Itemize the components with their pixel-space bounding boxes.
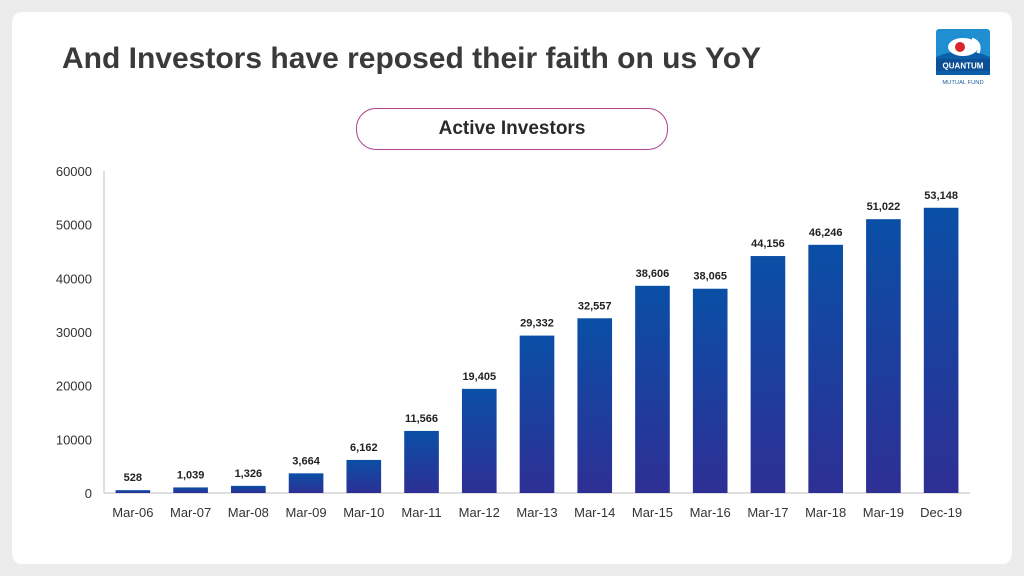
logo-name: QUANTUM: [943, 62, 984, 71]
bar: [750, 256, 786, 493]
bar: [808, 244, 843, 493]
bar: [288, 473, 324, 493]
data-label: 3,664: [292, 455, 320, 467]
data-label: 29,332: [520, 318, 554, 330]
y-tick-label: 20000: [56, 379, 92, 394]
y-tick-label: 10000: [56, 432, 92, 447]
bar: [923, 207, 959, 493]
bar: [115, 490, 151, 493]
y-tick-label: 0: [85, 486, 92, 501]
x-tick-label: Mar-06: [112, 505, 153, 520]
x-tick-label: Mar-14: [574, 505, 615, 520]
x-tick-label: Mar-12: [459, 505, 500, 520]
bar: [173, 487, 208, 493]
slide: And Investors have reposed their faith o…: [12, 12, 1012, 564]
x-tick-label: Mar-09: [285, 505, 326, 520]
x-tick-label: Mar-19: [863, 505, 904, 520]
bar: [866, 219, 901, 493]
data-label: 6,162: [350, 442, 378, 454]
y-tick-label: 60000: [56, 164, 92, 179]
x-tick-label: Mar-07: [170, 505, 211, 520]
logo-subtitle: MUTUAL FUND: [942, 80, 983, 86]
bar: [519, 335, 555, 493]
bar: [404, 430, 439, 493]
bar: [231, 485, 266, 493]
data-label: 38,065: [693, 271, 727, 283]
data-label: 46,246: [809, 227, 843, 239]
data-label: 19,405: [462, 371, 496, 383]
bar: [346, 459, 382, 493]
data-label: 1,039: [177, 469, 205, 481]
x-tick-label: Mar-16: [690, 505, 731, 520]
chart-title: Active Investors: [356, 108, 668, 150]
x-tick-label: Mar-17: [747, 505, 788, 520]
data-label: 1,326: [235, 468, 263, 480]
y-tick-label: 30000: [56, 325, 92, 340]
x-tick-label: Mar-10: [343, 505, 384, 520]
x-tick-label: Mar-13: [516, 505, 557, 520]
data-label: 528: [124, 472, 142, 484]
y-tick-label: 50000: [56, 218, 92, 233]
bar: [461, 388, 497, 493]
quantum-logo-icon: QUANTUM MUTUAL FUND: [936, 29, 990, 86]
data-label: 53,148: [924, 190, 958, 202]
y-tick-label: 40000: [56, 271, 92, 286]
data-label: 44,156: [751, 238, 785, 250]
bar: [577, 318, 613, 493]
data-label: 51,022: [867, 201, 901, 213]
data-label: 11,566: [405, 413, 438, 425]
x-tick-label: Mar-11: [401, 505, 441, 520]
x-tick-label: Dec-19: [920, 505, 962, 520]
data-label: 38,606: [636, 268, 670, 280]
page-title: And Investors have reposed their faith o…: [62, 42, 762, 75]
bar: [635, 285, 670, 493]
x-tick-label: Mar-18: [805, 505, 846, 520]
data-label: 32,557: [578, 300, 612, 312]
bar: [692, 288, 728, 493]
x-tick-label: Mar-15: [632, 505, 673, 520]
x-tick-label: Mar-08: [228, 505, 269, 520]
